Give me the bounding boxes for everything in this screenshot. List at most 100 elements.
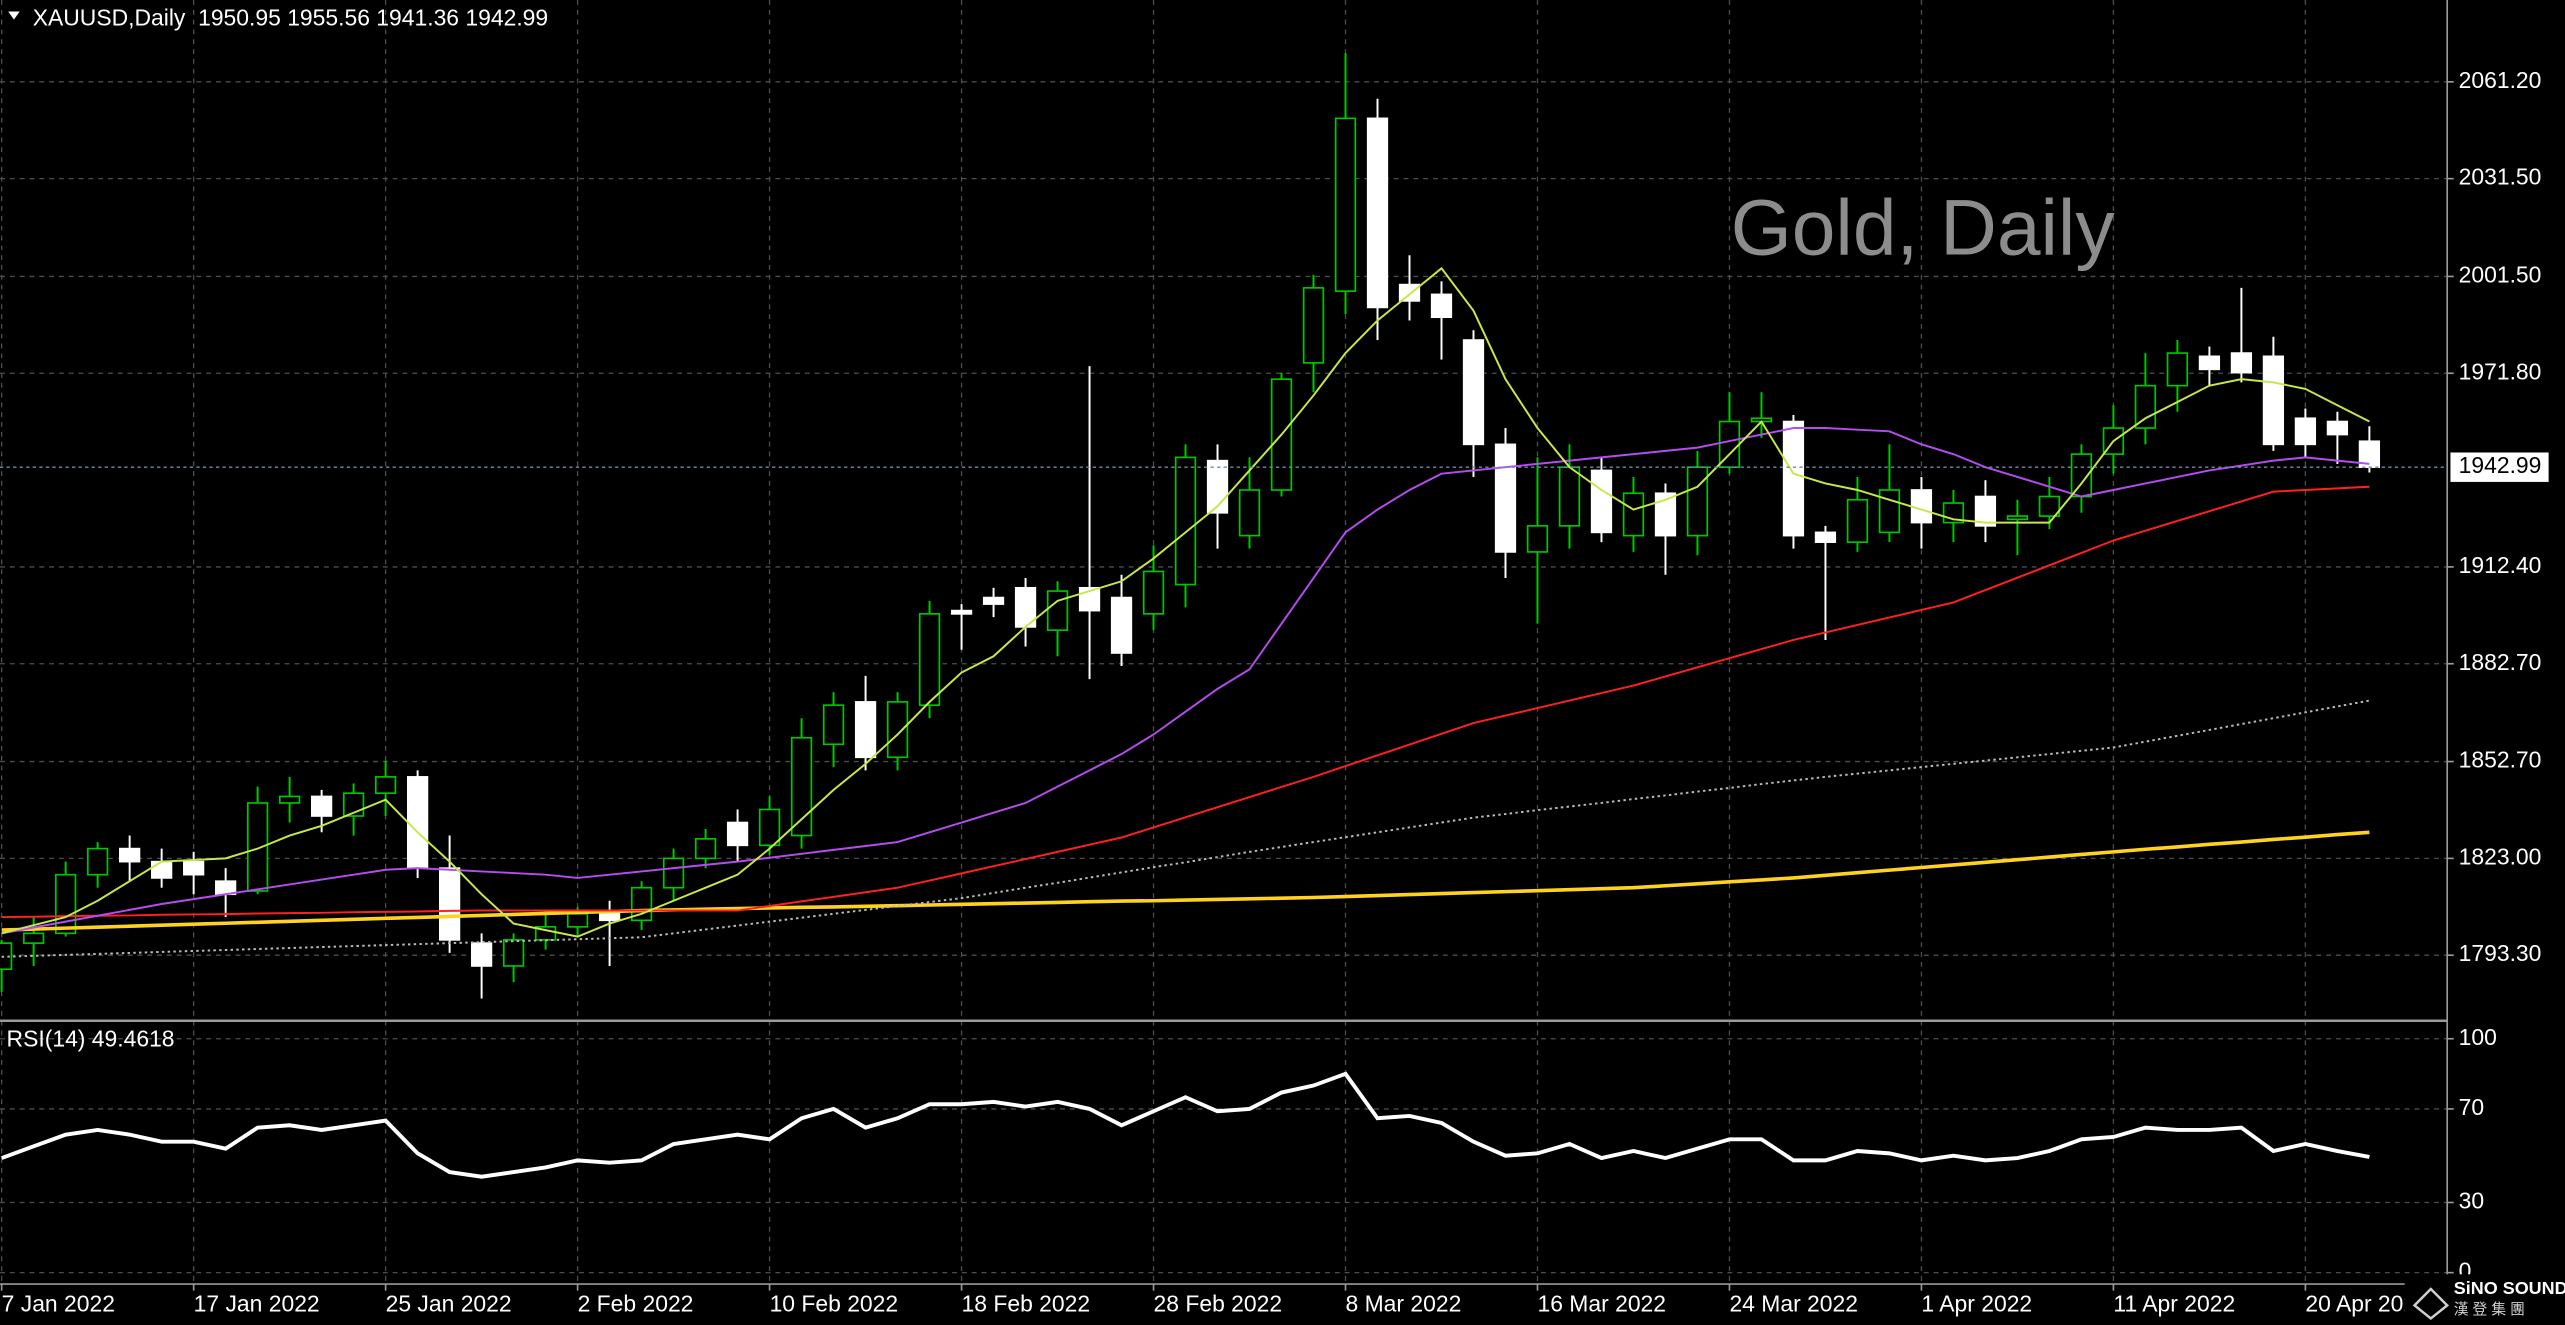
candle-body <box>1238 489 1261 537</box>
chart-title: XAUUSD,Daily 1950.95 1955.56 1941.36 194… <box>33 5 548 31</box>
candle-body <box>55 873 77 935</box>
candle-body <box>1558 466 1581 527</box>
candle-body <box>1878 489 1901 534</box>
candle-body <box>1494 443 1517 553</box>
candle-body <box>662 857 685 889</box>
y-tick-label: 1971.80 <box>2459 358 2542 384</box>
candle-body <box>790 736 813 837</box>
candle-body <box>1846 498 1869 543</box>
candle-body <box>1590 469 1613 534</box>
y-tick-label: 2001.50 <box>2459 262 2542 288</box>
candle-body <box>247 802 269 892</box>
candle-body <box>1782 420 1805 537</box>
grid-layer <box>0 0 2448 1285</box>
candle-body <box>2230 352 2253 374</box>
x-tick-label: 17 Jan 2022 <box>194 1290 320 1316</box>
candle-body <box>2006 515 2029 521</box>
candle-body <box>2326 420 2349 436</box>
y-tick-label: 1852.70 <box>2459 747 2542 773</box>
moving-average <box>1 485 2370 919</box>
x-tick-label: 7 Jan 2022 <box>2 1290 115 1316</box>
candle-body <box>1910 489 1933 524</box>
candle-body <box>87 847 109 876</box>
y-tick-label: 1882.70 <box>2459 649 2542 675</box>
candle-body <box>1398 283 1421 302</box>
moving-average <box>1 266 2370 938</box>
candle-body <box>470 942 493 967</box>
y-tick-label: 1912.40 <box>2459 552 2542 578</box>
y-tick-label: 2061.20 <box>2459 67 2542 93</box>
candle-body <box>1366 117 1389 309</box>
candle-body <box>1110 596 1133 654</box>
logo: SiNO SOUND 漢 登 集 團 <box>2404 1274 2565 1325</box>
candle-body <box>854 701 877 759</box>
candle-body <box>502 939 525 967</box>
y-tick-label: 70 <box>2459 1094 2484 1120</box>
marks-layer <box>0 53 2448 1179</box>
candle-body <box>2262 355 2285 446</box>
candle-body <box>1654 492 1677 537</box>
candle-body <box>374 776 397 794</box>
candle-body <box>151 860 173 879</box>
rsi-title: RSI(14) 49.4618 <box>7 1025 175 1051</box>
candle-body <box>1622 492 1645 537</box>
candle-body <box>279 795 301 804</box>
candle-body <box>1334 117 1357 292</box>
x-tick-label: 2 Feb 2022 <box>578 1290 694 1316</box>
y-tick-label: 1823.00 <box>2459 843 2542 869</box>
x-tick-label: 8 Mar 2022 <box>1346 1290 1462 1316</box>
x-tick-label: 28 Feb 2022 <box>1154 1290 1283 1316</box>
candle-body <box>0 942 13 971</box>
y-tick-label: 30 <box>2459 1188 2484 1214</box>
x-tick-label: 24 Mar 2022 <box>1729 1290 1858 1316</box>
y-tick-label: 2031.50 <box>2459 164 2542 190</box>
candle-body <box>694 837 717 860</box>
candle-body <box>1046 590 1069 631</box>
candle-body <box>758 808 781 847</box>
x-tick-label: 10 Feb 2022 <box>770 1290 899 1316</box>
watermark: Gold, Daily <box>1731 184 2116 272</box>
candle-body <box>1462 339 1485 446</box>
candle-body <box>982 596 1005 605</box>
candle-body <box>822 704 845 746</box>
candle-body <box>2198 355 2221 371</box>
x-tick-label: 1 Apr 2022 <box>1921 1290 2032 1316</box>
candle-body <box>1814 531 1837 543</box>
candle-body <box>1142 570 1165 615</box>
moving-average <box>1 427 2370 935</box>
candle-body <box>23 932 45 944</box>
last-price-label: 1942.99 <box>2459 452 2542 478</box>
x-tick-label: 18 Feb 2022 <box>962 1290 1091 1316</box>
moving-average <box>1 830 2370 932</box>
candle-body <box>2038 495 2061 517</box>
candle-body <box>406 776 429 869</box>
x-tick-label: 11 Apr 2022 <box>2113 1290 2235 1316</box>
logo-name: SiNO SOUND <box>2454 1278 2565 1298</box>
candle-body <box>1686 466 1709 537</box>
candle-body <box>950 609 973 615</box>
y-tick-label: 100 <box>2459 1024 2497 1050</box>
candle-body <box>1430 293 1453 319</box>
candle-body <box>2134 384 2157 429</box>
last-price-box <box>2450 452 2549 482</box>
logo-icon <box>2412 1287 2450 1321</box>
candle-body <box>119 847 141 863</box>
candle-body <box>2294 417 2317 446</box>
candle-body <box>438 867 461 941</box>
candle-body <box>1974 495 1997 527</box>
candle-body <box>566 912 589 928</box>
candle-body <box>886 701 909 759</box>
collapse-icon[interactable] <box>8 11 20 20</box>
rsi-line <box>0 1071 2370 1179</box>
candle-body <box>918 613 941 706</box>
candle-body <box>183 860 205 876</box>
logo-subtitle: 漢 登 集 團 <box>2454 1301 2525 1318</box>
candle-body <box>1526 525 1549 553</box>
x-tick-label: 16 Mar 2022 <box>1537 1290 1666 1316</box>
candle-body <box>310 795 333 817</box>
candle-body <box>1174 456 1197 586</box>
